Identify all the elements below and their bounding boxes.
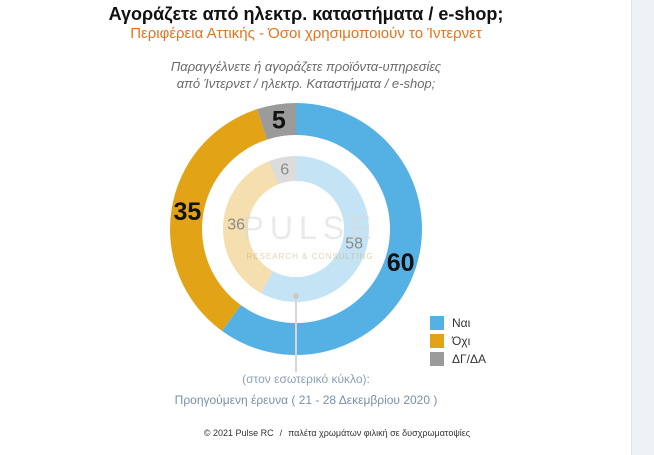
legend-item-yes: Ναι [430, 314, 486, 332]
window-edge [631, 0, 654, 455]
inner-slice-no [222, 161, 279, 293]
survey-question: Παραγγέλνετε ή αγοράζετε προϊόντα-υπηρεσ… [0, 58, 612, 92]
chart-subtitle: Περιφέρεια Αττικής - Όσοι χρησιμοποιούν … [130, 25, 482, 42]
outer-ring [170, 103, 423, 355]
legend-label-dk: ΔΓ/ΔΑ [452, 352, 486, 366]
previous-survey-note: Προηγούμενη έρευνα ( 21 - 28 Δεκεμβρίου … [174, 393, 438, 407]
footer-separator: / [279, 428, 283, 438]
footer-palette-note: παλέτα χρωμάτων φιλική σε δυσχρωματοψίες [288, 428, 471, 438]
inner-labels: 58 36 6 [227, 162, 363, 253]
watermark-logo: PULSE RESEARCH & CONSULTING [243, 210, 378, 261]
chart-title: Αγοράζετε από ηλεκτρ. καταστήματα / e-sh… [108, 4, 504, 24]
outer-slice-dk [257, 103, 296, 140]
outer-slice-no [170, 109, 267, 331]
watermark-text: PULSE [243, 210, 378, 246]
survey-question-line-2: από Ίντερνετ / ηλεκτρ. Καταστήματα / e-s… [176, 76, 436, 91]
inner-label-no: 36 [227, 217, 245, 234]
footer-copyright: © 2021 Pulse RC [203, 428, 274, 438]
outer-slice-yes [221, 103, 423, 355]
inner-slice-dk [269, 156, 296, 185]
legend-label-no: Όχι [452, 334, 471, 348]
legend-label-yes: Ναι [452, 316, 471, 330]
inner-circle-note: (στον εσωτερικό κύκλο): [242, 372, 370, 386]
inner-label-dk: 6 [280, 162, 289, 179]
legend: Ναι Όχι ΔΓ/ΔΑ [430, 314, 486, 368]
donut-hole [248, 181, 344, 277]
footer: © 2021 Pulse RC / παλέτα χρωμάτων φιλική σ… [0, 428, 654, 438]
outer-label-yes: 60 [387, 249, 415, 277]
legend-item-dk: ΔΓ/ΔΑ [430, 350, 486, 368]
inner-label-yes: 58 [345, 235, 363, 252]
watermark-subtext: RESEARCH & CONSULTING [246, 252, 373, 261]
inner-ring-pointer-dot [293, 293, 299, 299]
inner-ring [222, 156, 369, 302]
outer-label-dk: 5 [272, 106, 286, 134]
outer-labels: 60 35 5 [173, 106, 414, 277]
legend-swatch-no [430, 334, 444, 348]
outer-label-no: 35 [173, 198, 201, 226]
legend-swatch-yes [430, 316, 444, 330]
legend-item-no: Όχι [430, 332, 486, 350]
survey-question-line-1: Παραγγέλνετε ή αγοράζετε προϊόντα-υπηρεσ… [170, 59, 442, 74]
inner-slice-yes [260, 156, 369, 302]
legend-swatch-dk [430, 352, 444, 366]
